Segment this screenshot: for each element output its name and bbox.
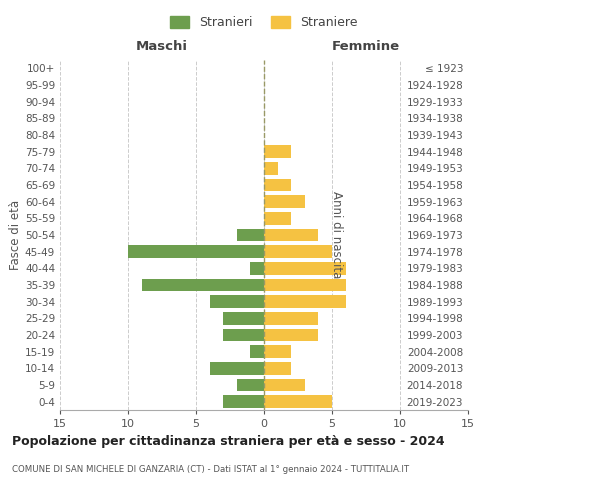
Bar <box>237 379 264 391</box>
Bar <box>237 229 264 241</box>
Bar <box>264 196 305 208</box>
Y-axis label: Anni di nascita: Anni di nascita <box>330 192 343 278</box>
Bar <box>264 162 278 174</box>
Bar <box>250 346 264 358</box>
Bar <box>264 296 346 308</box>
Bar <box>264 346 291 358</box>
Bar <box>250 262 264 274</box>
Bar <box>264 179 291 192</box>
Bar <box>264 262 346 274</box>
Bar <box>209 362 264 374</box>
Bar <box>264 396 332 408</box>
Bar <box>264 246 332 258</box>
Bar <box>223 396 264 408</box>
Text: Maschi: Maschi <box>136 40 188 54</box>
Bar <box>264 229 319 241</box>
Bar <box>264 212 291 224</box>
Y-axis label: Fasce di età: Fasce di età <box>9 200 22 270</box>
Bar <box>264 362 291 374</box>
Bar <box>223 329 264 341</box>
Bar <box>223 312 264 324</box>
Bar <box>264 329 319 341</box>
Text: COMUNE DI SAN MICHELE DI GANZARIA (CT) - Dati ISTAT al 1° gennaio 2024 - TUTTITA: COMUNE DI SAN MICHELE DI GANZARIA (CT) -… <box>12 465 409 474</box>
Bar <box>142 279 264 291</box>
Bar <box>264 379 305 391</box>
Bar <box>128 246 264 258</box>
Bar <box>264 312 319 324</box>
Bar <box>264 279 346 291</box>
Bar <box>264 146 291 158</box>
Text: Femmine: Femmine <box>332 40 400 54</box>
Text: Popolazione per cittadinanza straniera per età e sesso - 2024: Popolazione per cittadinanza straniera p… <box>12 435 445 448</box>
Legend: Stranieri, Straniere: Stranieri, Straniere <box>166 11 362 34</box>
Bar <box>209 296 264 308</box>
